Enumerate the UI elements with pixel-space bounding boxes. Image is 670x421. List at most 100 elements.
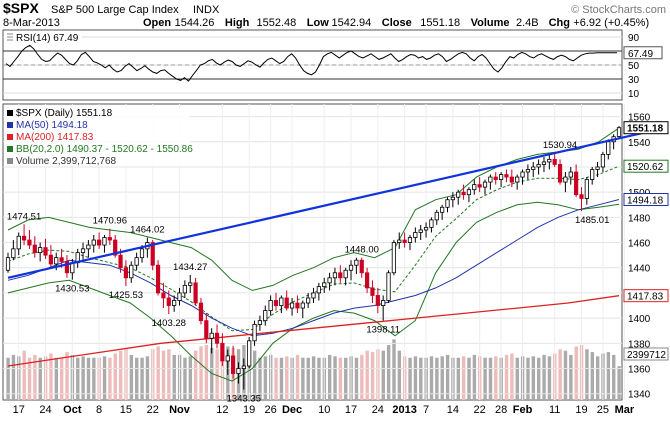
- candle-body: [466, 189, 472, 196]
- candle-body: [600, 153, 606, 168]
- volume-bar: [317, 357, 321, 400]
- candle-body: [268, 300, 273, 311]
- price-tick-label: 1540: [628, 138, 651, 149]
- legend-swatch: [7, 110, 13, 116]
- price-tag-box: [623, 121, 669, 135]
- volume-bar: [118, 350, 123, 400]
- candle-body: [397, 239, 402, 243]
- candle-body: [423, 227, 429, 231]
- price-tag-value: 1417.83: [627, 292, 664, 303]
- rsi-last-value: 67.49: [628, 49, 653, 60]
- candle-body: [284, 297, 289, 309]
- volume-bar: [360, 354, 364, 400]
- volume-bar: [33, 354, 37, 400]
- candle-body: [375, 295, 380, 306]
- x-tick-label: 11: [549, 404, 560, 416]
- candle-body: [289, 302, 295, 309]
- volume-bar: [252, 350, 257, 400]
- volume-bar: [258, 357, 262, 400]
- volume-bar: [156, 346, 160, 400]
- candle-body: [155, 264, 161, 294]
- volume-bar: [108, 357, 112, 400]
- candle-body: [295, 302, 300, 309]
- candle-body: [407, 237, 413, 243]
- candle-body: [193, 282, 198, 304]
- volume-bar: [408, 357, 412, 400]
- price-tag-ma200: 1417.83: [623, 289, 669, 303]
- legend-entry: $SPX (Daily) 1551.18: [16, 108, 113, 119]
- candle-body: [54, 257, 59, 265]
- volume-bar: [27, 357, 32, 400]
- candle-body: [59, 257, 64, 262]
- quote-value-low: 1542.94: [332, 17, 372, 29]
- candle-body: [493, 176, 498, 180]
- bollinger-lower-line: [7, 201, 620, 382]
- volume-bar: [167, 349, 171, 400]
- volume-bar: [419, 357, 423, 400]
- candle-body: [477, 184, 482, 188]
- quote-value-chg: +6.92 (+0.45%): [573, 17, 649, 29]
- candle-body: [182, 284, 187, 294]
- volume-bar: [49, 353, 53, 400]
- volume-bar: [370, 352, 375, 400]
- candle-body: [520, 171, 525, 178]
- candle-body: [198, 302, 204, 322]
- price-tag-bb: 1520.62: [623, 159, 669, 173]
- candle-body: [515, 176, 520, 183]
- rsi-line: [5, 44, 617, 82]
- price-annotation: 1343.35: [227, 393, 261, 404]
- volume-bar: [617, 366, 621, 400]
- volume-bar: [440, 356, 444, 400]
- ticker-symbol: $SPX: [3, 0, 39, 16]
- price-tick-label: 1400: [628, 314, 651, 325]
- price-annotation: 1434.27: [173, 262, 207, 273]
- candle-body: [91, 239, 96, 246]
- rsi-tick-label: 10: [628, 89, 640, 100]
- x-tick-label: 24: [39, 404, 51, 416]
- volume-bar: [612, 354, 616, 400]
- volume-bar: [526, 357, 530, 400]
- candle-body: [557, 164, 563, 183]
- quote-label-open: Open: [143, 17, 171, 29]
- volume-bar: [483, 357, 487, 400]
- index-name: S&P 500 Large Cap Index: [51, 4, 179, 16]
- candle-body: [231, 355, 236, 374]
- legend-swatch: [7, 158, 13, 164]
- volume-bar: [327, 354, 332, 400]
- volume-bar: [54, 357, 59, 400]
- volume-bar: [558, 349, 562, 400]
- volume-bar: [595, 356, 600, 400]
- price-tick-label: 1460: [628, 239, 651, 250]
- volume-bar: [510, 353, 514, 400]
- legend-entry: MA(200) 1417.83: [16, 132, 94, 143]
- candle-body: [43, 247, 48, 256]
- price-annotation: 1430.53: [55, 284, 89, 295]
- ma50-line: [7, 199, 620, 337]
- volume-bar: [381, 350, 385, 400]
- price-tag-close: 1551.18: [623, 121, 669, 135]
- volume-bar: [301, 357, 305, 400]
- candle-body: [11, 248, 16, 259]
- volume-bar: [22, 350, 26, 400]
- candle-body: [166, 297, 171, 306]
- candle-body: [381, 300, 386, 306]
- candle-body: [579, 194, 584, 199]
- legend-entry: BB(20,2.0) 1490.37 - 1520.62 - 1550.86: [16, 144, 193, 155]
- rsi-last-value-tag: 67.49: [623, 46, 663, 60]
- volume-bar: [515, 357, 519, 400]
- volume-bar: [365, 350, 369, 400]
- candle-body: [391, 242, 396, 274]
- candle-body: [48, 254, 53, 265]
- watermark: © StockCharts.com: [571, 4, 666, 16]
- rsi-title-bg: [4, 31, 82, 43]
- candle-body: [343, 269, 348, 279]
- candle-body: [257, 320, 263, 325]
- price-tag-box: [623, 193, 669, 207]
- x-tick-label: Nov: [169, 404, 191, 416]
- candle-body: [525, 169, 530, 173]
- volume-bar: [285, 356, 289, 400]
- candle-body: [16, 235, 21, 250]
- volume-bar: [537, 357, 541, 400]
- candle-body: [322, 282, 327, 288]
- candle-body: [364, 272, 370, 289]
